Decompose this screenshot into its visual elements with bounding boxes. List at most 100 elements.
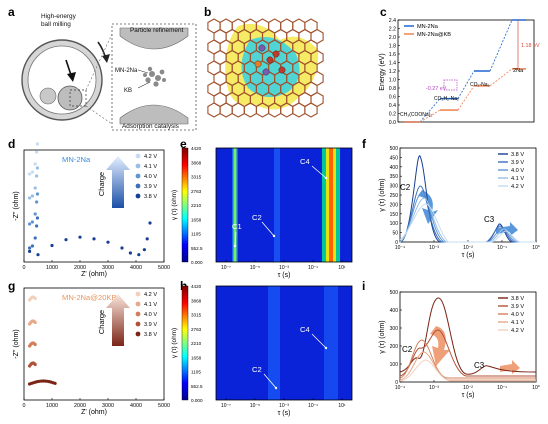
data-point <box>30 244 34 248</box>
lattice-hexagon <box>207 102 221 118</box>
y-tick-label: 1.4 <box>389 61 396 67</box>
y-axis-label: Energy (eV) <box>379 53 386 90</box>
lattice-hexagon <box>219 102 233 118</box>
zoom-line <box>85 105 113 125</box>
annotation-label: 1.18 eV <box>521 43 540 49</box>
peak-label: C2 <box>252 213 262 222</box>
data-point <box>33 342 37 347</box>
isosurface-cyan <box>241 37 300 98</box>
x-axis-label: Z' (ohm) <box>81 409 107 416</box>
y-tick-label: 450 <box>390 155 399 161</box>
data-point <box>145 237 149 241</box>
data-point <box>36 253 40 257</box>
peak-pointer-head <box>324 346 328 350</box>
peak-label: C2 <box>252 365 262 374</box>
species-label: CO₂-Na₂ <box>470 82 489 88</box>
data-point <box>106 240 110 244</box>
heatmap-band <box>329 148 333 262</box>
kb-pointer <box>137 81 151 89</box>
legend-entry: 4.2 V <box>511 184 524 190</box>
x-tick-label: 0 <box>23 265 26 271</box>
energy-connector <box>457 70 475 99</box>
legend-entry: 4.0 V <box>511 168 524 174</box>
peak-pointer-head <box>233 244 237 248</box>
x-tick-label: 3000 <box>102 403 114 409</box>
peak-pointer <box>234 231 237 247</box>
data-point <box>35 200 39 204</box>
drt-curve <box>399 203 536 243</box>
legend-entry: MN-2Na@KB <box>417 32 451 38</box>
x-tick-label: 3000 <box>102 265 114 271</box>
panel-g-nyquist: 0 1000 2000 3000 4000 5000 Z' (ohm) -Z'' (ohm) M… <box>13 287 170 416</box>
data-point <box>28 196 32 200</box>
lower-ball-surface <box>119 104 189 125</box>
legend-marker <box>135 291 141 297</box>
y-tick-label: 2.0 <box>389 35 396 41</box>
y-tick-label: 400 <box>390 308 399 314</box>
y-tick-label: 1.6 <box>389 52 396 58</box>
y-tick-label: 0.6 <box>389 95 396 101</box>
species-label: CO₂H₂-Na₂ <box>434 96 459 102</box>
mn-pointer <box>137 69 149 74</box>
peak-pointer-head <box>324 176 328 180</box>
colorbar-tick-label: 4420 <box>191 284 202 289</box>
annotation-label: -0.27 eV <box>426 86 447 92</box>
x-tick-label: 2000 <box>74 265 86 271</box>
energy-connector <box>419 98 441 123</box>
drt-curve <box>399 191 536 243</box>
legend-marker <box>135 153 141 159</box>
x-tick-label: 10⁻⁴ <box>395 385 405 391</box>
colorbar-tick-label: 4420 <box>191 146 202 151</box>
x-tick-label: 10¹ <box>338 265 346 271</box>
panel-letter-d: d <box>8 137 15 151</box>
legend-marker <box>135 331 141 337</box>
peak-pointer-head <box>274 386 278 390</box>
molecule-atom <box>278 66 286 74</box>
drt-curve <box>399 339 536 379</box>
data-point <box>33 236 37 240</box>
y-tick-label: 300 <box>390 184 399 190</box>
kb-label: KB <box>124 88 132 94</box>
x-tick-label: 10⁰ <box>532 245 540 251</box>
y-tick-label: 1.0 <box>389 78 396 84</box>
x-tick-label: 10⁻³ <box>429 385 439 391</box>
peak-label: C4 <box>300 157 310 166</box>
lattice-hexagon <box>243 102 257 118</box>
legend-marker <box>135 193 141 199</box>
y-tick-label: 1.2 <box>389 69 396 75</box>
x-tick-label: 5000 <box>158 265 170 271</box>
x-tick-label: 10⁻¹ <box>308 265 318 271</box>
legend-entry: 3.9 V <box>144 184 157 190</box>
data-point <box>120 246 124 250</box>
data-point <box>33 320 37 325</box>
colorbar-tick-label: 2763 <box>191 189 202 194</box>
data-point <box>35 224 39 228</box>
mn-2na-label: MN-2Na <box>115 68 138 74</box>
molecule-atom <box>272 50 280 58</box>
x-tick-label: 5000 <box>158 403 170 409</box>
molecule-atom <box>266 56 274 64</box>
x-tick-label: 4000 <box>130 403 142 409</box>
drt-curve <box>399 359 536 382</box>
lattice-hexagon <box>304 102 318 118</box>
y-tick-label: 2.4 <box>389 18 396 24</box>
y-tick-label: 0 <box>395 240 398 246</box>
y-tick-label: 200 <box>390 202 399 208</box>
colorbar-tick-label: 1658 <box>191 355 202 360</box>
panel-letter-e: e <box>180 137 187 151</box>
y-axis-label: γ (τ) (ohm) <box>171 190 178 220</box>
heatmap-band <box>274 148 280 262</box>
panel-letter-i: i <box>362 279 365 293</box>
x-tick-label: 1000 <box>46 265 58 271</box>
peak-pointer-head <box>272 234 276 238</box>
data-point <box>35 142 40 146</box>
legend-entry: 4.2 V <box>144 292 157 298</box>
x-tick-label: 10⁻² <box>463 245 473 251</box>
molecule-atom <box>258 44 266 52</box>
colorbar-tick-label: 3868 <box>191 160 202 165</box>
y-tick-label: 300 <box>390 326 399 332</box>
data-point <box>137 253 141 257</box>
data-point <box>33 362 37 367</box>
legend-marker <box>135 301 141 307</box>
y-tick-label: 100 <box>390 362 399 368</box>
